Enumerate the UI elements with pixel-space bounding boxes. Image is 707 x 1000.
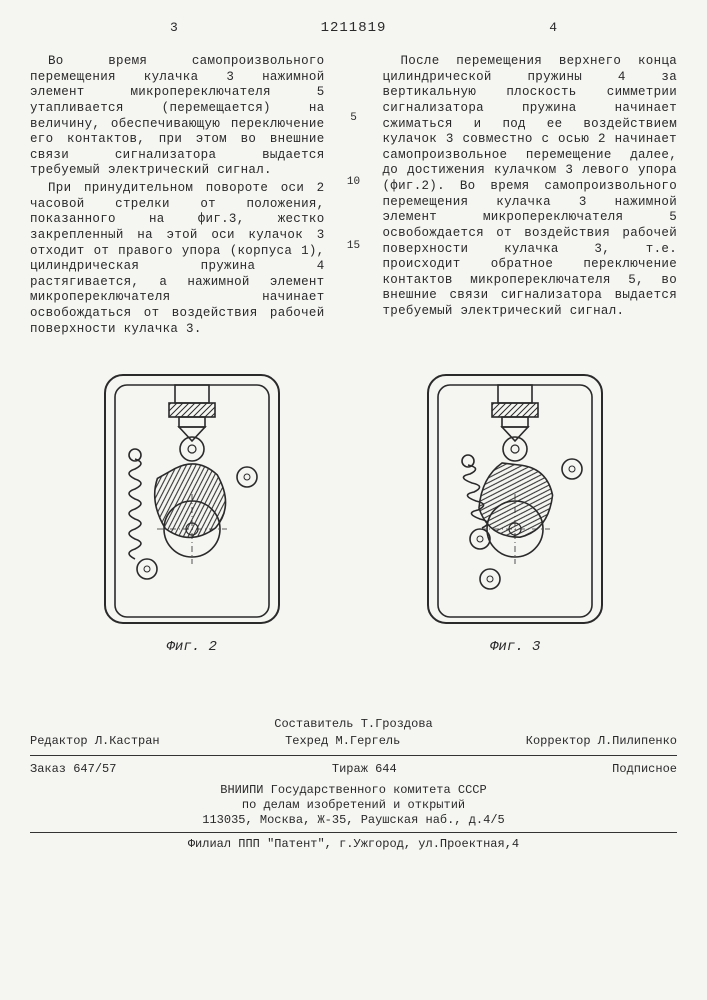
figure-2-caption: Фиг. 2 xyxy=(167,639,217,657)
editor-cell: Редактор Л.Кастран xyxy=(30,734,160,749)
tirazh-cell: Тираж 644 xyxy=(332,762,397,777)
order-label: Заказ xyxy=(30,762,66,776)
org-block: ВНИИПИ Государственного комитета СССР по… xyxy=(30,783,677,828)
corrector-label: Корректор xyxy=(526,734,591,748)
figure-3-block: Фиг. 3 xyxy=(420,369,610,657)
editor-name: Л.Кастран xyxy=(95,734,160,748)
order-cell: Заказ 647/57 xyxy=(30,762,116,777)
tirazh-value: 644 xyxy=(375,762,397,776)
line-number-gutter: 5 10 15 xyxy=(345,54,363,339)
page-number-left: 3 xyxy=(170,20,178,36)
left-column: Во время самопроизвольного перемещения к… xyxy=(30,54,325,339)
filial-line: Филиал ППП "Патент", г.Ужгород, ул.Проек… xyxy=(30,837,677,852)
credits-row: Редактор Л.Кастран Техред М.Гергель Корр… xyxy=(30,732,677,751)
order-value: 647/57 xyxy=(73,762,116,776)
figure-2-block: Фиг. 2 xyxy=(97,369,287,657)
compiler-name: Т.Гроздова xyxy=(361,717,433,731)
right-para-1: После перемещения верхнего конца цилиндр… xyxy=(383,54,678,320)
tech-cell: Техред М.Гергель xyxy=(285,734,400,749)
right-column: После перемещения верхнего конца цилиндр… xyxy=(383,54,678,339)
left-para-1: Во время самопроизвольного перемещения к… xyxy=(30,54,325,179)
org-line-1: ВНИИПИ Государственного комитета СССР xyxy=(30,783,677,798)
org-line-2: по делам изобретений и открытий xyxy=(30,798,677,813)
tech-name: М.Гергель xyxy=(336,734,401,748)
footer-divider-1 xyxy=(30,755,677,756)
figure-3-caption: Фиг. 3 xyxy=(490,639,540,657)
page-header: 3 1211819 4 xyxy=(30,20,677,44)
editor-label: Редактор xyxy=(30,734,88,748)
figure-2-svg xyxy=(97,369,287,629)
line-num-10: 10 xyxy=(347,176,360,190)
line-num-15: 15 xyxy=(347,240,360,254)
compiler-row: Составитель Т.Гроздова xyxy=(30,717,677,732)
tech-label: Техред xyxy=(285,734,328,748)
text-columns: Во время самопроизвольного перемещения к… xyxy=(30,54,677,339)
line-num-5: 5 xyxy=(350,112,357,126)
figure-3-svg xyxy=(420,369,610,629)
footer-divider-2 xyxy=(30,832,677,833)
left-para-2: При принудительном повороте оси 2 часово… xyxy=(30,181,325,337)
footer-block: Составитель Т.Гроздова Редактор Л.Кастра… xyxy=(30,717,677,852)
order-row: Заказ 647/57 Тираж 644 Подписное xyxy=(30,760,677,779)
tirazh-label: Тираж xyxy=(332,762,368,776)
page-number-right: 4 xyxy=(549,20,557,36)
corrector-cell: Корректор Л.Пилипенко xyxy=(526,734,677,749)
figures-row: Фиг. 2 xyxy=(30,369,677,657)
document-number: 1211819 xyxy=(30,20,677,38)
podpisnoe: Подписное xyxy=(612,762,677,777)
corrector-name: Л.Пилипенко xyxy=(598,734,677,748)
compiler-label: Составитель xyxy=(274,717,353,731)
org-address: 113035, Москва, Ж-35, Раушская наб., д.4… xyxy=(30,813,677,828)
